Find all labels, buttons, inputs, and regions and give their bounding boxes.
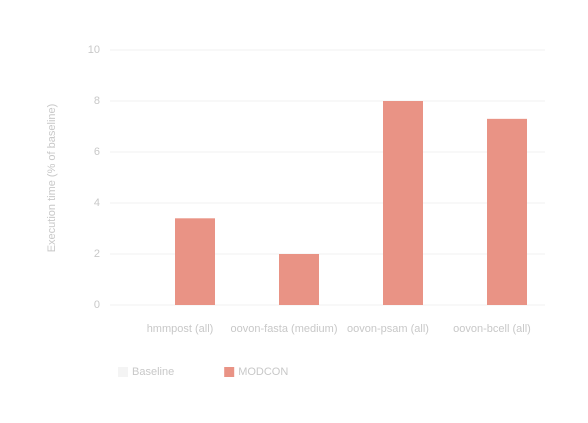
x-tick-label: hmmpost (all) bbox=[147, 323, 214, 335]
y-tick-label: 6 bbox=[94, 146, 100, 158]
y-tick-label: 10 bbox=[88, 44, 100, 56]
legend-swatch bbox=[118, 367, 128, 377]
y-tick-label: 4 bbox=[94, 197, 100, 209]
y-tick-label: 8 bbox=[94, 95, 100, 107]
legend-label: Baseline bbox=[132, 366, 174, 378]
legend-swatch bbox=[224, 367, 235, 377]
x-tick-label: oovon-psam (all) bbox=[347, 323, 429, 335]
bar bbox=[487, 118, 527, 305]
legend-label: MODCON bbox=[238, 366, 288, 378]
x-tick-label: oovon-bcell (all) bbox=[453, 323, 531, 335]
x-tick-label: oovon-fasta (medium) bbox=[231, 323, 338, 335]
y-tick-label: 2 bbox=[94, 248, 100, 260]
y-tick-label: 0 bbox=[94, 299, 100, 311]
bar bbox=[175, 218, 215, 305]
bar bbox=[279, 254, 319, 305]
y-axis-label: Execution time (% of baseline) bbox=[46, 104, 58, 253]
bar bbox=[383, 101, 423, 305]
